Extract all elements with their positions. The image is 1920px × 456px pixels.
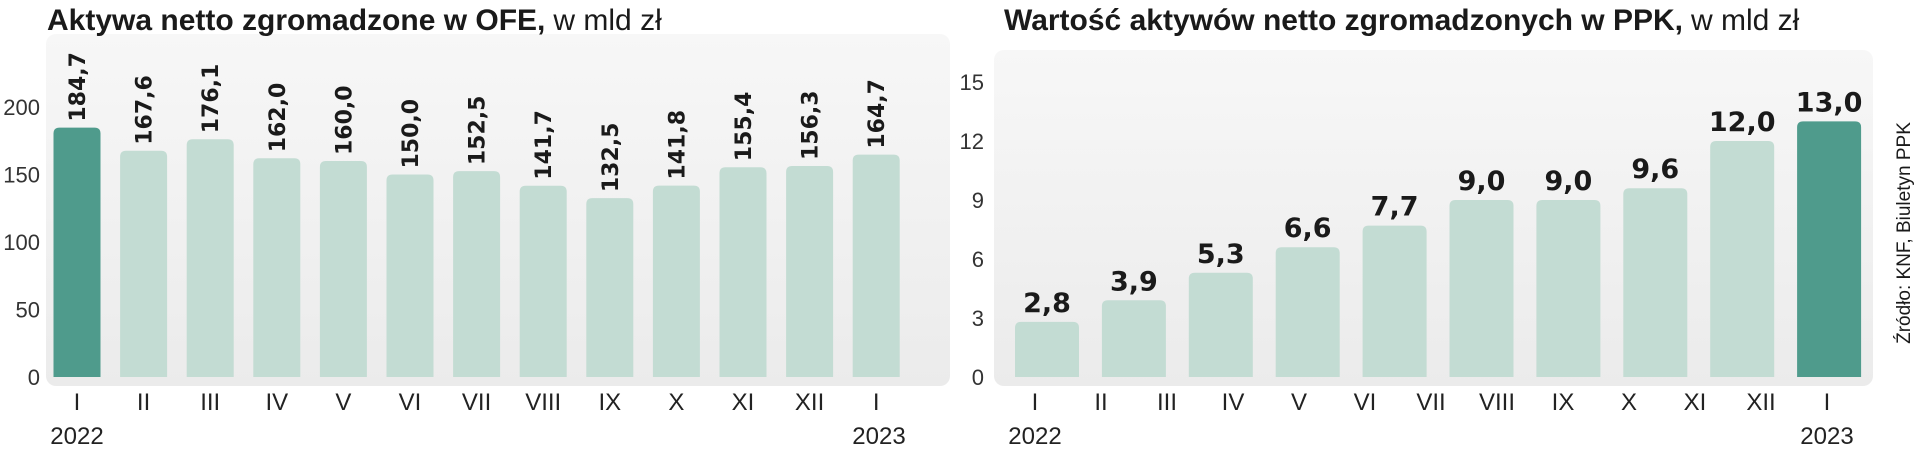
x-tick-label: VI — [399, 389, 422, 416]
bar — [453, 171, 501, 377]
bar — [1275, 247, 1340, 377]
bar — [1536, 200, 1601, 377]
y-tick-label: 0 — [972, 365, 984, 390]
bar — [719, 167, 767, 377]
bar — [386, 174, 434, 377]
value-label: 156,3 — [799, 90, 824, 160]
bar — [652, 185, 700, 377]
bar — [186, 139, 234, 377]
value-label: 155,4 — [732, 92, 757, 162]
x-tick-label: VIII — [1479, 389, 1515, 416]
bar — [1710, 141, 1775, 377]
x-tick-label: II — [137, 389, 150, 416]
bar — [120, 150, 168, 377]
bar — [1362, 225, 1427, 377]
y-tick-label: 100 — [3, 230, 40, 255]
x-tick-label: IX — [598, 389, 621, 416]
year-label: 2022 — [1008, 423, 1061, 450]
subtitle: w mld zł — [552, 4, 662, 37]
x-tick-label: V — [335, 389, 351, 416]
x-tick-label: VII — [462, 389, 491, 416]
bar — [1449, 200, 1514, 377]
year-label: 2023 — [852, 423, 905, 450]
bar — [786, 165, 834, 377]
value-label: 5,3 — [1197, 239, 1245, 270]
y-tick-label: 9 — [972, 188, 984, 213]
x-tick-label: X — [668, 389, 684, 416]
bar — [586, 198, 634, 377]
value-label: 9,0 — [1544, 166, 1592, 197]
bar — [53, 127, 101, 377]
bar — [1188, 272, 1253, 377]
x-tick-label: II — [1094, 389, 1107, 416]
x-tick-label: I — [873, 389, 880, 416]
value-label: 150,0 — [399, 99, 424, 169]
value-label: 141,8 — [665, 110, 690, 180]
value-label: 162,0 — [266, 83, 291, 153]
y-tick-label: 50 — [16, 298, 40, 323]
x-tick-label: XI — [1684, 389, 1707, 416]
bar — [1101, 300, 1166, 377]
x-tick-label: V — [1291, 389, 1307, 416]
x-tick-label: III — [200, 389, 220, 416]
x-tick-label: XII — [1746, 389, 1775, 416]
chart-title: Wartość aktywów netto zgromadzonych w PP… — [1004, 4, 1800, 37]
x-tick-label: VIII — [525, 389, 561, 416]
bar — [852, 154, 900, 377]
x-tick-label: I — [1032, 389, 1039, 416]
value-label: 167,6 — [133, 75, 158, 145]
value-label: 176,1 — [199, 64, 224, 134]
value-label: 164,7 — [865, 79, 890, 149]
value-label: 141,7 — [532, 110, 557, 180]
value-label: 3,9 — [1110, 266, 1158, 297]
year-label: 2022 — [50, 423, 103, 450]
value-label: 132,5 — [599, 123, 624, 193]
x-tick-label: XII — [795, 389, 824, 416]
y-tick-label: 12 — [960, 129, 984, 154]
value-label: 9,6 — [1631, 154, 1679, 185]
value-label: 184,7 — [66, 52, 91, 122]
bar — [253, 158, 301, 377]
source-note: Źródło: KNF, Biuletyn PPK — [1894, 122, 1915, 344]
y-tick-label: 200 — [3, 95, 40, 120]
bar — [519, 185, 567, 377]
subtitle: w mld zł — [1690, 4, 1800, 37]
x-tick-label: VII — [1416, 389, 1445, 416]
x-tick-label: III — [1157, 389, 1177, 416]
x-tick-label: XI — [732, 389, 755, 416]
bar — [319, 161, 367, 377]
x-tick-label: IV — [1222, 389, 1245, 416]
value-label: 9,0 — [1458, 166, 1506, 197]
title: Wartość aktywów netto zgromadzonych w PP… — [1004, 4, 1683, 37]
value-label: 160,0 — [332, 85, 357, 155]
value-label: 2,8 — [1023, 288, 1071, 319]
value-label: 152,5 — [466, 96, 491, 166]
y-tick-label: 15 — [960, 70, 984, 95]
y-tick-label: 0 — [28, 365, 40, 390]
x-tick-label: I — [1824, 389, 1831, 416]
bar — [1623, 188, 1688, 377]
y-tick-label: 3 — [972, 306, 984, 331]
value-label: 13,0 — [1796, 87, 1863, 118]
y-tick-label: 150 — [3, 163, 40, 188]
value-label: 7,7 — [1371, 192, 1419, 223]
y-tick-label: 6 — [972, 247, 984, 272]
x-tick-label: VI — [1354, 389, 1377, 416]
chart-title: Aktywa netto zgromadzone w OFE, w mld zł — [47, 4, 662, 37]
bar — [1015, 321, 1079, 377]
value-label: 12,0 — [1709, 107, 1776, 138]
x-tick-label: I — [74, 389, 81, 416]
x-tick-label: IV — [265, 389, 288, 416]
title: Aktywa netto zgromadzone w OFE, — [47, 4, 545, 37]
x-tick-label: X — [1621, 389, 1637, 416]
x-tick-label: IX — [1552, 389, 1575, 416]
bar — [1797, 121, 1862, 377]
value-label: 6,6 — [1284, 213, 1332, 244]
year-label: 2023 — [1800, 423, 1853, 450]
